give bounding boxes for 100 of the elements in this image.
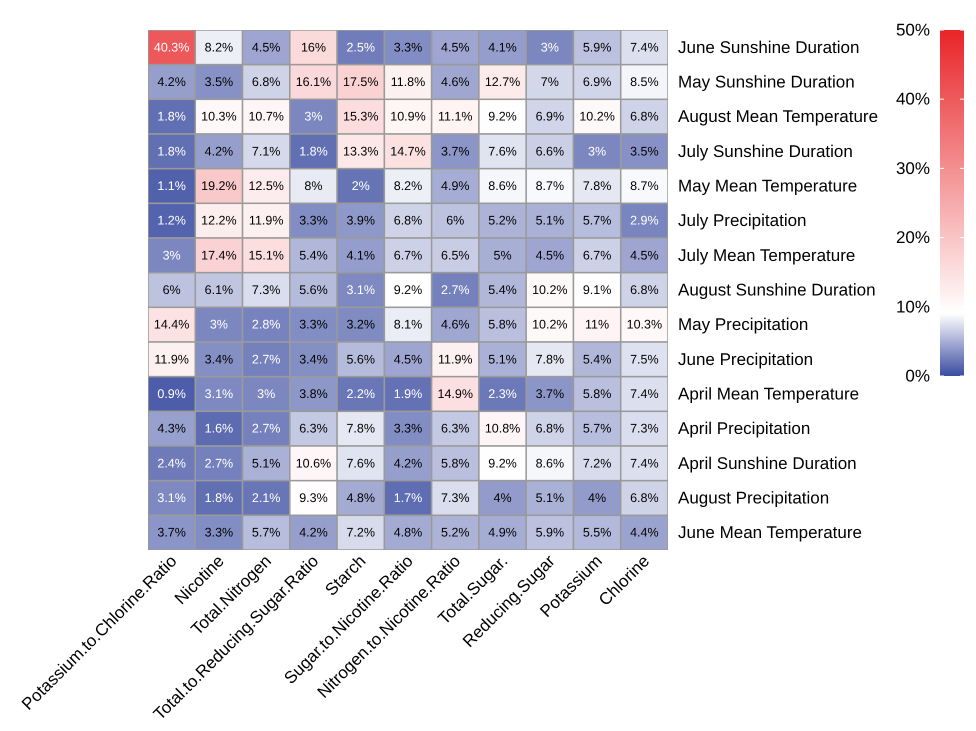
- data-label: 19.2%: [201, 179, 237, 193]
- data-label: 4.2%: [394, 456, 422, 470]
- color-bar-label: 10%: [896, 297, 930, 316]
- data-label: 5.1%: [536, 214, 564, 228]
- data-label: 7.2%: [346, 526, 375, 540]
- data-label: 11%: [585, 318, 610, 332]
- data-label: 3.1%: [157, 491, 186, 505]
- data-label: 16.1%: [296, 75, 332, 89]
- data-label: 9.1%: [582, 283, 612, 297]
- data-label: 10.3%: [626, 318, 662, 332]
- data-label: 6.8%: [630, 110, 659, 124]
- data-label: 7.6%: [488, 144, 517, 158]
- y-tick-label: May Mean Temperature: [678, 176, 858, 196]
- y-tick-label: May Sunshine Duration: [678, 72, 855, 92]
- data-label: 14.4%: [154, 318, 190, 332]
- data-label: 3.9%: [346, 214, 375, 228]
- color-bar-label: 20%: [896, 228, 930, 248]
- data-label: 8.7%: [630, 179, 659, 193]
- data-label: 3%: [588, 144, 606, 158]
- data-label: 3.1%: [346, 283, 375, 297]
- data-label: 2.5%: [346, 40, 375, 54]
- data-label: 4.5%: [630, 248, 659, 262]
- data-label: 3%: [162, 248, 181, 262]
- data-label: 8.6%: [488, 179, 517, 193]
- y-tick-label: August Mean Temperature: [678, 107, 878, 126]
- data-label: 4.5%: [441, 40, 470, 54]
- data-label: 6.7%: [394, 248, 422, 262]
- data-label: 5.5%: [582, 526, 612, 540]
- data-label: 5.7%: [252, 526, 280, 540]
- data-label: 8.6%: [536, 456, 564, 470]
- data-label: 1.8%: [157, 144, 186, 158]
- y-tick-label: July Mean Temperature: [678, 246, 856, 265]
- data-label: 5.9%: [582, 40, 612, 54]
- data-label: 5.7%: [582, 214, 612, 228]
- data-label: 2.3%: [488, 387, 517, 401]
- data-label: 1.8%: [204, 491, 234, 505]
- data-label: 5.6%: [299, 283, 328, 297]
- data-label: 1.8%: [157, 110, 186, 124]
- data-label: 17.5%: [343, 75, 378, 89]
- data-label: 3.8%: [299, 387, 328, 401]
- y-tick-label: May Precipitation: [678, 315, 808, 334]
- data-label: 6.5%: [441, 248, 470, 262]
- data-label: 7.4%: [630, 40, 659, 54]
- data-label: 1.6%: [204, 422, 234, 436]
- data-label: 3.3%: [204, 526, 234, 540]
- data-label: 4.5%: [536, 248, 564, 262]
- data-label: 3.3%: [394, 40, 422, 54]
- data-label: 4.8%: [394, 526, 422, 540]
- data-label: 17.4%: [201, 248, 237, 262]
- data-label: 11.9%: [248, 214, 284, 228]
- color-bar-label: 50%: [896, 20, 930, 40]
- data-label: 4.5%: [394, 352, 422, 366]
- data-label: 2.2%: [346, 387, 375, 401]
- data-label: 9.2%: [394, 283, 422, 297]
- data-label: 5.8%: [441, 456, 470, 470]
- data-label: 5%: [494, 248, 512, 262]
- data-label: 4.5%: [252, 40, 280, 54]
- data-label: 10.2%: [532, 318, 568, 332]
- data-label: 2.8%: [252, 318, 280, 332]
- data-label: 40.3%: [154, 40, 190, 54]
- data-label: 8.2%: [394, 179, 422, 193]
- data-label: 10.2%: [532, 283, 568, 297]
- data-label: 6%: [162, 283, 181, 297]
- data-label: 6.8%: [394, 214, 422, 228]
- data-label: 2.7%: [204, 456, 234, 470]
- data-label: 1.7%: [394, 491, 422, 505]
- data-label: 4.8%: [346, 491, 375, 505]
- data-label: 2.7%: [252, 352, 280, 366]
- data-label: 4.6%: [441, 318, 470, 332]
- data-label: 7.8%: [582, 179, 612, 193]
- data-label: 5.4%: [582, 352, 612, 366]
- data-label: 9.2%: [488, 456, 517, 470]
- data-label: 12.2%: [201, 214, 237, 228]
- data-label: 5.1%: [252, 456, 280, 470]
- data-label: 0.9%: [157, 387, 186, 401]
- data-label: 6.8%: [252, 75, 280, 89]
- data-label: 7.6%: [346, 456, 375, 470]
- data-label: 7.3%: [441, 491, 470, 505]
- y-tick-label: August Precipitation: [678, 488, 830, 508]
- data-label: 7.3%: [252, 283, 280, 297]
- color-bar-label: 0%: [905, 366, 930, 386]
- data-label: 2.4%: [157, 456, 186, 470]
- data-label: 2.9%: [630, 214, 659, 228]
- data-label: 5.4%: [488, 283, 517, 297]
- data-label: 3.4%: [299, 352, 328, 366]
- data-label: 13.3%: [343, 144, 378, 158]
- data-label: 3.3%: [299, 214, 328, 228]
- data-label: 10.3%: [201, 110, 237, 124]
- y-tick-label: July Precipitation: [678, 211, 807, 230]
- data-label: 1.8%: [299, 144, 328, 158]
- data-label: 7%: [540, 75, 559, 89]
- data-label: 4.2%: [157, 75, 186, 89]
- data-label: 8.2%: [204, 40, 234, 54]
- data-label: 5.8%: [488, 318, 517, 332]
- data-label: 4.2%: [299, 526, 328, 540]
- data-label: 10.9%: [390, 110, 426, 124]
- data-label: 3.7%: [157, 526, 186, 540]
- y-tick-label: July Sunshine Duration: [678, 142, 853, 161]
- data-label: 14.9%: [438, 387, 473, 401]
- data-label: 1.9%: [394, 387, 422, 401]
